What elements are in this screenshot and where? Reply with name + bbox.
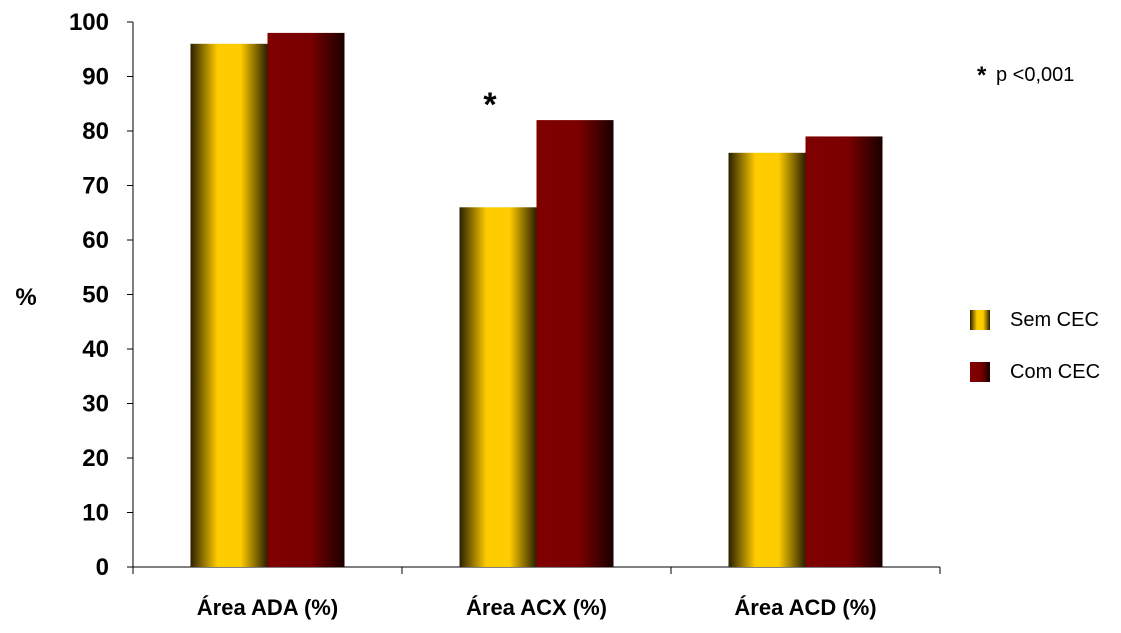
note-star: * <box>977 62 987 89</box>
legend-label: Com CEC <box>1010 361 1100 383</box>
labels-group: 0 10 20 30 40 50 60 70 80 90 100% Área ADA (%) Área … <box>15 9 876 620</box>
y-tick-label: 100 <box>69 9 109 36</box>
y-tick-label: 20 <box>82 445 109 472</box>
legend: Sem CEC Com CEC <box>970 309 1100 383</box>
y-tick-label: 80 <box>82 118 109 145</box>
y-tick-label: 30 <box>82 391 109 418</box>
x-category-label: Área ACD (%) <box>734 595 876 620</box>
y-tick-label: 10 <box>82 500 109 527</box>
y-tick-label: 90 <box>82 64 109 91</box>
bar-com-cec <box>267 32 345 567</box>
legend-label: Sem CEC <box>1010 309 1099 331</box>
note-text: p <0,001 <box>996 64 1074 86</box>
y-tick-label: 60 <box>82 227 109 254</box>
y-axis-label: % <box>15 284 36 311</box>
bar-sem-cec <box>728 152 806 568</box>
annotations: * * p <0,001 <box>483 62 1074 124</box>
y-tick-label: 40 <box>82 336 109 363</box>
legend-swatch-com-cec <box>970 362 990 382</box>
y-tick-label: 50 <box>82 282 109 309</box>
x-category-label: Área ADA (%) <box>197 595 338 620</box>
bar-sem-cec <box>459 207 537 568</box>
legend-swatch-sem-cec <box>970 310 990 330</box>
bar-com-cec <box>805 136 883 567</box>
significance-marker: * <box>483 86 497 124</box>
bar-sem-cec <box>190 43 268 568</box>
y-tick-label: 70 <box>82 173 109 200</box>
y-tick-label: 0 <box>96 554 109 581</box>
x-category-label: Área ACX (%) <box>466 595 607 620</box>
bar-com-cec <box>536 120 614 567</box>
bars-group <box>190 32 883 568</box>
